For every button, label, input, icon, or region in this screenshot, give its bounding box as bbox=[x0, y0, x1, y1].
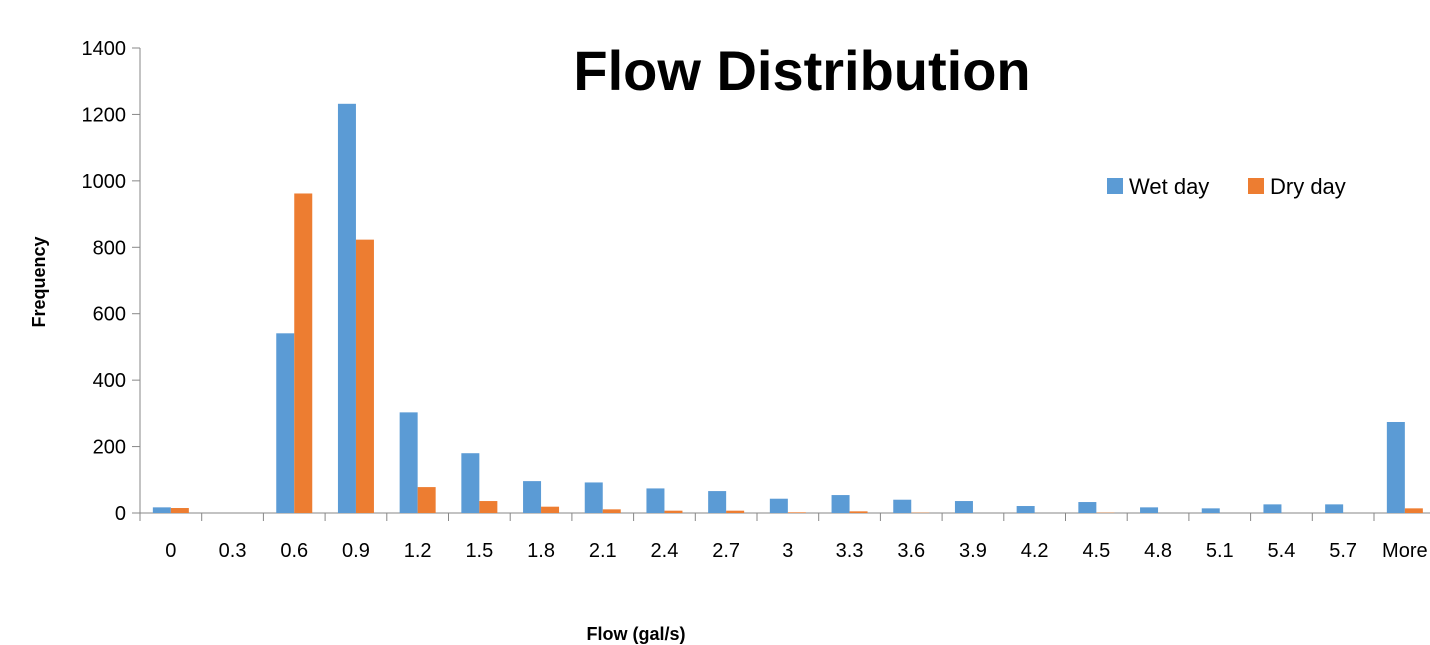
x-tick-label: 3 bbox=[782, 540, 793, 562]
legend: Wet day Dry day bbox=[1107, 174, 1346, 199]
bar-dry-day bbox=[170, 508, 189, 513]
y-tick-label: 1400 bbox=[82, 38, 127, 60]
y-tick-label: 200 bbox=[93, 437, 126, 459]
bar-dry-day bbox=[602, 509, 621, 513]
x-tick-label: 5.1 bbox=[1206, 540, 1234, 562]
x-tick-label: 1.8 bbox=[527, 540, 555, 562]
bar-wet-day bbox=[152, 507, 171, 513]
x-tick-label: 3.9 bbox=[959, 540, 987, 562]
y-tick-label: 400 bbox=[93, 370, 126, 392]
x-tick-label: 2.7 bbox=[712, 540, 740, 562]
bar-wet-day bbox=[893, 499, 912, 513]
legend-swatch bbox=[1107, 178, 1123, 194]
bar-wet-day bbox=[708, 491, 727, 513]
bar-wet-day bbox=[1201, 508, 1220, 513]
bar-wet-day bbox=[461, 453, 480, 513]
bar-wet-day bbox=[1386, 421, 1405, 513]
bar-wet-day bbox=[399, 412, 418, 513]
x-tick-label: 2.4 bbox=[651, 540, 679, 562]
chart-title: Flow Distribution bbox=[573, 39, 1030, 102]
bar-wet-day bbox=[584, 482, 603, 513]
y-tick-label: 1000 bbox=[82, 171, 127, 193]
bar-dry-day bbox=[294, 193, 313, 513]
y-tick-label: 600 bbox=[93, 304, 126, 326]
legend-swatch bbox=[1248, 178, 1264, 194]
x-tick-label: 0.9 bbox=[342, 540, 370, 562]
bar-dry-day bbox=[479, 501, 498, 513]
x-tick-label: 5.7 bbox=[1329, 540, 1357, 562]
bar-wet-day bbox=[954, 501, 973, 513]
bar-wet-day bbox=[523, 481, 542, 513]
x-tick-label: 4.2 bbox=[1021, 540, 1049, 562]
bar-wet-day bbox=[769, 498, 788, 513]
y-tick-label: 800 bbox=[93, 237, 126, 259]
bar-wet-day bbox=[1325, 504, 1344, 513]
bar-wet-day bbox=[337, 103, 356, 514]
bars bbox=[152, 103, 1423, 514]
x-axis: 0 0.3 0.6 0.9 1.2 1.5 1.8 2.1 2.4 2.7 3 3.3 3.6 3.9 4.… bbox=[139, 512, 1430, 562]
bar-dry-day bbox=[726, 510, 745, 513]
x-tick-label: 0.3 bbox=[219, 540, 247, 562]
bar-dry-day bbox=[1404, 508, 1423, 513]
y-tick-label: 1200 bbox=[82, 104, 127, 126]
bar-wet-day bbox=[1016, 506, 1035, 513]
bar-dry-day bbox=[355, 239, 374, 513]
x-tick-label: 2.1 bbox=[589, 540, 617, 562]
legend-label: Wet day bbox=[1129, 174, 1209, 199]
legend-label: Dry day bbox=[1270, 174, 1346, 199]
bar-wet-day bbox=[1263, 504, 1282, 513]
x-tick-label: 4.8 bbox=[1144, 540, 1172, 562]
x-tick-label: 0 bbox=[165, 540, 176, 562]
x-tick-label: 0.6 bbox=[280, 540, 308, 562]
y-tick-label: 0 bbox=[115, 503, 126, 525]
bar-wet-day bbox=[276, 333, 295, 513]
x-axis-title: Flow (gal/s) bbox=[587, 624, 686, 644]
bar-dry-day bbox=[849, 511, 868, 513]
x-tick-label: 4.5 bbox=[1082, 540, 1110, 562]
x-tick-label: 3.6 bbox=[897, 540, 925, 562]
y-axis-title: Frequency bbox=[29, 236, 49, 327]
x-tick-label: 5.4 bbox=[1268, 540, 1296, 562]
bar-dry-day bbox=[664, 510, 683, 513]
bar-wet-day bbox=[831, 495, 850, 513]
x-tick-label: More bbox=[1382, 540, 1428, 562]
bar-wet-day bbox=[646, 488, 665, 513]
bar-dry-day bbox=[541, 506, 560, 513]
x-tick-label: 1.2 bbox=[404, 540, 432, 562]
bar-dry-day bbox=[787, 512, 806, 513]
y-axis: 0 200 400 600 800 1000 1200 1400 bbox=[82, 38, 141, 525]
bar-dry-day bbox=[417, 487, 436, 513]
x-tick-label: 3.3 bbox=[836, 540, 864, 562]
x-tick-label: 1.5 bbox=[465, 540, 493, 562]
bar-wet-day bbox=[1078, 502, 1097, 513]
bar-wet-day bbox=[1140, 507, 1159, 513]
